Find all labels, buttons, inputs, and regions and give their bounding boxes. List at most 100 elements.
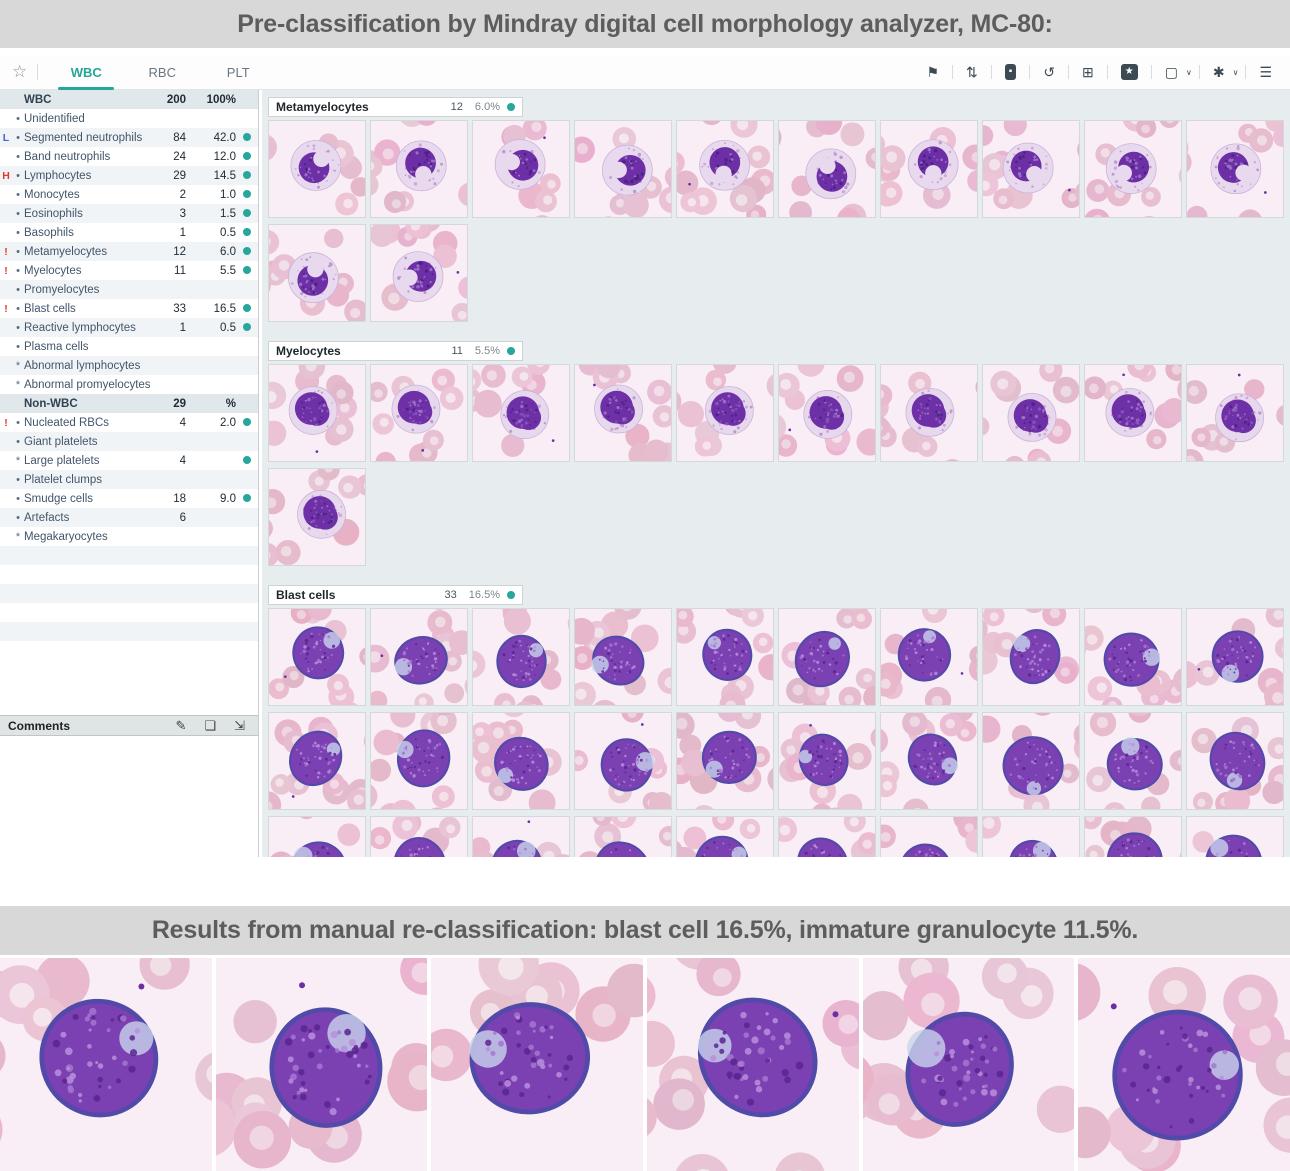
gallery-group-header[interactable]: Blast cells 33 16.5% xyxy=(268,585,523,605)
cell-image[interactable] xyxy=(880,816,978,857)
table-row-plasma-cells[interactable]: • Plasma cells xyxy=(0,337,258,356)
cell-image[interactable] xyxy=(1084,608,1182,706)
cell-image[interactable] xyxy=(370,712,468,810)
cell-image[interactable] xyxy=(268,364,366,462)
table-row-artefacts[interactable]: • Artefacts 6 xyxy=(0,508,258,527)
table-row-eosinophils[interactable]: • Eosinophils 3 1.5 xyxy=(0,204,258,223)
table-row-lymphocytes[interactable]: H • Lymphocytes 29 14.5 xyxy=(0,166,258,185)
table-row-abnormal-promyelocytes[interactable]: * Abnormal promyelocytes xyxy=(0,375,258,394)
cell-image[interactable] xyxy=(982,816,1080,857)
cell-compare-icon[interactable]: ⊞ xyxy=(1082,64,1094,80)
image-mode-icon[interactable]: ▪ xyxy=(1004,64,1017,80)
row-percent: 1.0 xyxy=(220,188,236,201)
cell-image[interactable] xyxy=(676,816,774,857)
cell-image[interactable] xyxy=(472,364,570,462)
table-row-large-platelets[interactable]: * Large platelets 4 xyxy=(0,451,258,470)
cell-image[interactable] xyxy=(370,608,468,706)
table-row-nucleated-rbcs[interactable]: ! • Nucleated RBCs 4 2.0 xyxy=(0,413,258,432)
cell-image[interactable] xyxy=(472,816,570,857)
table-row-promyelocytes[interactable]: • Promyelocytes xyxy=(0,280,258,299)
star-badge-icon[interactable]: ★ xyxy=(1120,64,1138,80)
tab-plt[interactable]: PLT xyxy=(226,64,250,80)
cell-image[interactable] xyxy=(1186,364,1284,462)
cell-image[interactable] xyxy=(1084,364,1182,462)
cell-image[interactable] xyxy=(778,608,876,706)
tab-rbc[interactable]: RBC xyxy=(148,64,176,80)
cell-image[interactable] xyxy=(370,364,468,462)
undo-icon[interactable]: ↺ xyxy=(1043,64,1056,80)
bullet: * xyxy=(15,530,21,543)
table-row-basophils[interactable]: • Basophils 1 0.5 xyxy=(0,223,258,242)
expand-icon[interactable]: ⇲ xyxy=(234,717,245,733)
cell-image[interactable] xyxy=(778,816,876,857)
gallery-group-header[interactable]: Metamyelocytes 12 6.0% xyxy=(268,97,523,117)
cell-image[interactable] xyxy=(1084,816,1182,857)
cell-image[interactable] xyxy=(1084,712,1182,810)
cell-image[interactable] xyxy=(880,364,978,462)
cell-image[interactable] xyxy=(268,816,366,857)
table-row-metamyelocytes[interactable]: ! • Metamyelocytes 12 6.0 xyxy=(0,242,258,261)
cell-image[interactable] xyxy=(676,364,774,462)
cell-image[interactable] xyxy=(1186,712,1284,810)
cell-image[interactable] xyxy=(472,608,570,706)
cell-image[interactable] xyxy=(676,608,774,706)
table-row-band-neutrophils[interactable]: • Band neutrophils 24 12.0 xyxy=(0,147,258,166)
cell-image[interactable] xyxy=(880,120,978,218)
favorite-star-icon[interactable]: ☆ xyxy=(12,62,28,81)
fit-height-icon[interactable]: ⇅ xyxy=(966,64,978,80)
table-row-segmented-neutrophils[interactable]: L • Segmented neutrophils 84 42.0 xyxy=(0,128,258,147)
menu-icon[interactable]: ☰ xyxy=(1259,64,1272,80)
cell-image[interactable] xyxy=(778,712,876,810)
cell-image[interactable] xyxy=(574,816,672,857)
table-row-myelocytes[interactable]: ! • Myelocytes 11 5.5 xyxy=(0,261,258,280)
cell-image[interactable] xyxy=(268,468,366,566)
cell-image[interactable] xyxy=(268,608,366,706)
cell-image[interactable] xyxy=(982,364,1080,462)
table-row-monocytes[interactable]: • Monocytes 2 1.0 xyxy=(0,185,258,204)
table-row-giant-platelets[interactable]: • Giant platelets xyxy=(0,432,258,451)
table-row-megakaryocytes[interactable]: * Megakaryocytes xyxy=(0,527,258,546)
cell-image[interactable] xyxy=(982,608,1080,706)
cell-image[interactable] xyxy=(778,364,876,462)
table-row-unidentified[interactable]: • Unidentified xyxy=(0,109,258,128)
cell-image[interactable] xyxy=(574,608,672,706)
cell-image[interactable] xyxy=(268,120,366,218)
cell-image[interactable] xyxy=(574,712,672,810)
cell-image[interactable] xyxy=(778,120,876,218)
cell-image[interactable] xyxy=(1186,120,1284,218)
cell-image[interactable] xyxy=(982,712,1080,810)
chevron-down-icon[interactable]: ∨ xyxy=(1185,67,1192,77)
cell-image[interactable] xyxy=(880,712,978,810)
cell-image[interactable] xyxy=(1186,608,1284,706)
cell-image[interactable] xyxy=(982,120,1080,218)
stain-adjust-icon[interactable]: ✱ xyxy=(1212,64,1225,80)
table-row-reactive-lymphocytes[interactable]: • Reactive lymphocytes 1 0.5 xyxy=(0,318,258,337)
cell-image[interactable] xyxy=(472,712,570,810)
cell-image[interactable] xyxy=(472,120,570,218)
cell-image[interactable] xyxy=(268,712,366,810)
cell-image[interactable] xyxy=(1084,120,1182,218)
cell-image[interactable] xyxy=(676,712,774,810)
annotation-icon[interactable]: ✎ xyxy=(175,717,187,733)
cell-image[interactable] xyxy=(370,224,468,322)
marquee-select-icon[interactable]: ▢ xyxy=(1164,64,1178,80)
cell-image[interactable] xyxy=(268,224,366,322)
table-row-blast-cells[interactable]: ! • Blast cells 33 16.5 xyxy=(0,299,258,318)
cell-image[interactable] xyxy=(1186,816,1284,857)
table-row-platelet-clumps[interactable]: • Platelet clumps xyxy=(0,470,258,489)
cell-image[interactable] xyxy=(574,364,672,462)
cell-image[interactable] xyxy=(676,120,774,218)
cell-image[interactable] xyxy=(880,608,978,706)
bullet: • xyxy=(16,112,20,125)
tab-wbc[interactable]: WBC xyxy=(48,55,124,90)
table-row-abnormal-lymphocytes[interactable]: * Abnormal lymphocytes xyxy=(0,356,258,375)
cell-image[interactable] xyxy=(370,816,468,857)
flag-icon[interactable]: ⚑ xyxy=(926,64,940,80)
gallery-group-header[interactable]: Myelocytes 11 5.5% xyxy=(268,341,523,361)
bullet: • xyxy=(16,473,20,486)
chevron-down-icon[interactable]: ∨ xyxy=(1232,67,1239,77)
report-icon[interactable]: ❏ xyxy=(204,717,217,733)
table-row-smudge-cells[interactable]: • Smudge cells 18 9.0 xyxy=(0,489,258,508)
cell-image[interactable] xyxy=(574,120,672,218)
cell-image[interactable] xyxy=(370,120,468,218)
